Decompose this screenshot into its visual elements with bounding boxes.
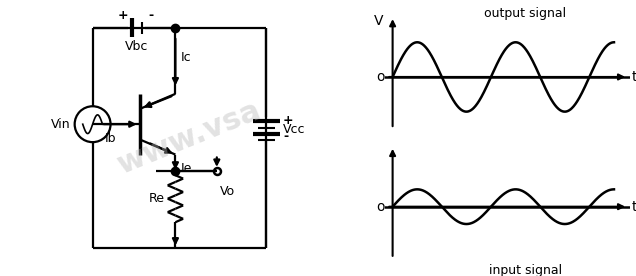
Text: www.vsa: www.vsa xyxy=(113,96,265,180)
Text: Re: Re xyxy=(148,192,164,205)
Text: t: t xyxy=(631,200,636,214)
Text: input signal: input signal xyxy=(489,264,562,276)
Text: V: V xyxy=(374,14,384,28)
Text: o: o xyxy=(377,70,385,84)
Text: Ie: Ie xyxy=(181,162,192,175)
Text: Ib: Ib xyxy=(105,132,116,145)
Text: Ic: Ic xyxy=(181,51,191,65)
Text: -: - xyxy=(148,9,153,22)
Text: output signal: output signal xyxy=(485,7,567,20)
Text: Vbc: Vbc xyxy=(125,40,148,53)
Text: +: + xyxy=(118,9,128,22)
Text: o: o xyxy=(377,200,385,214)
Text: t: t xyxy=(631,70,636,84)
Text: +: + xyxy=(283,113,294,127)
Text: -: - xyxy=(283,130,288,143)
Text: Vin: Vin xyxy=(51,118,71,131)
Text: Vcc: Vcc xyxy=(283,123,305,136)
Text: Vo: Vo xyxy=(219,185,235,198)
